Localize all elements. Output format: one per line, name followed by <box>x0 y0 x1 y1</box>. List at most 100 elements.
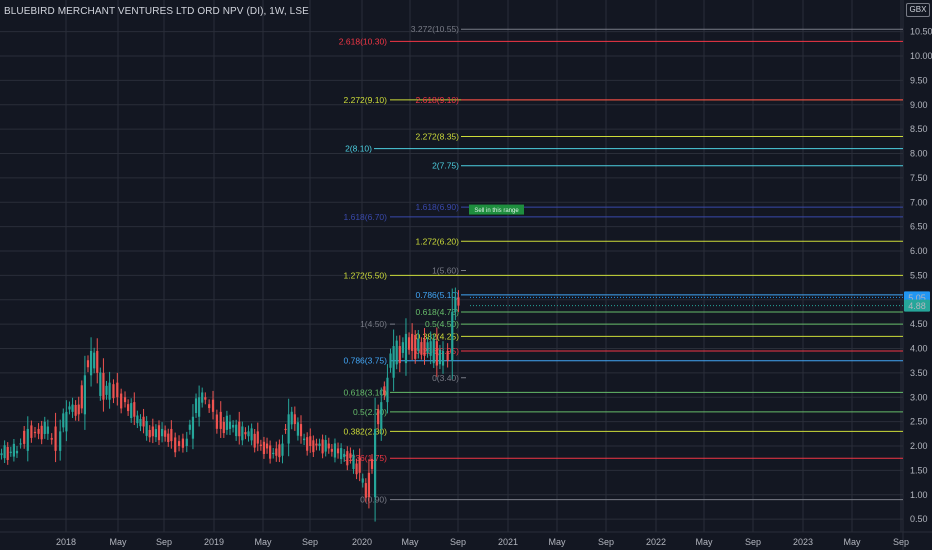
candle-body <box>302 438 306 441</box>
candle-body <box>181 438 185 448</box>
fib-level-label: 0.382(2.30) <box>344 426 388 436</box>
price-axis-label: 1.00 <box>910 490 928 500</box>
candle-body <box>407 337 411 350</box>
time-axis-label: Sep <box>302 537 318 547</box>
time-axis-label: May <box>695 537 713 547</box>
candle-body <box>160 428 164 437</box>
candle-body <box>139 419 142 427</box>
time-axis-label: 2022 <box>646 537 666 547</box>
fib-level-label: 2.618(9.10) <box>416 95 460 105</box>
fib-level-label: 1.618(6.70) <box>344 212 388 222</box>
candle-body <box>318 443 321 446</box>
price-label-text: 4.88 <box>908 301 926 311</box>
price-axis-label: 10.00 <box>910 51 932 61</box>
price-axis-label: 9.50 <box>910 75 928 85</box>
fib-level-label: 2.272(9.10) <box>344 95 388 105</box>
candle-body <box>398 346 401 364</box>
candle-body <box>215 414 218 429</box>
candle-body <box>287 414 290 444</box>
candle-body <box>306 437 309 451</box>
candle-body <box>86 360 90 368</box>
candle-body <box>204 397 207 400</box>
candle-body <box>253 433 256 448</box>
candle-body <box>401 342 404 353</box>
candle-body <box>299 424 303 437</box>
candle-body <box>148 429 151 438</box>
candle-body <box>136 415 139 424</box>
fib-level-label: 2.618(10.30) <box>339 36 387 46</box>
candle-body <box>361 478 364 483</box>
candle-body <box>164 430 167 437</box>
candle-body <box>377 409 380 425</box>
candle-body <box>358 458 361 473</box>
candle-body <box>99 372 102 396</box>
fib-level-label: 0.618(3.10) <box>344 387 388 397</box>
time-axis-label: Sep <box>745 537 761 547</box>
currency-badge[interactable]: GBX <box>906 3 930 17</box>
fib-level-label: 1.272(5.50) <box>344 270 388 280</box>
price-axis-label: 2.50 <box>910 417 928 427</box>
candle-body <box>256 431 259 444</box>
candle-body <box>96 350 99 373</box>
fib-level-label: 0.618(4.75) <box>416 307 460 317</box>
candle-body <box>219 411 222 429</box>
price-axis-label: 0.50 <box>910 514 928 524</box>
candle-body <box>201 392 204 403</box>
price-label-text: 5.05 <box>908 293 926 303</box>
candle-body <box>247 431 250 437</box>
candle-body <box>265 443 269 449</box>
fib-level-label: 2(8.10) <box>345 144 372 154</box>
candle-body <box>62 413 65 428</box>
candle-body <box>208 404 211 409</box>
candle-body <box>250 428 253 441</box>
candle-body <box>188 424 191 430</box>
candle-body <box>373 428 377 498</box>
candle-body <box>177 441 181 446</box>
candle-body <box>9 451 12 453</box>
price-axis-label: 2.00 <box>910 441 928 451</box>
candle-body <box>123 397 127 403</box>
time-axis-label: May <box>843 537 861 547</box>
fib-level-label: 2.272(8.35) <box>416 131 460 141</box>
candle-body <box>395 340 398 365</box>
price-axis-label: 7.50 <box>910 173 928 183</box>
candle-body <box>170 428 173 442</box>
candle-body <box>145 420 148 436</box>
candle-body <box>386 377 389 403</box>
candle-body <box>312 440 315 453</box>
fib-level-label: 0.5(2.70) <box>353 407 387 417</box>
candle-body <box>15 450 19 454</box>
candle-body <box>352 454 355 469</box>
candle-body <box>231 425 235 428</box>
candle-body <box>33 431 37 434</box>
candle-body <box>228 421 232 429</box>
price-axis-label: 4.50 <box>910 319 928 329</box>
candle-body <box>59 431 62 451</box>
candle-body <box>278 444 281 458</box>
candle-body <box>451 311 454 361</box>
candle-body <box>83 375 86 415</box>
candle-body <box>446 350 449 361</box>
price-axis-label: 8.00 <box>910 149 928 159</box>
price-label-box <box>904 299 930 312</box>
candle-body <box>191 416 195 439</box>
candle-body <box>102 372 105 400</box>
candle-body <box>50 437 53 440</box>
candle-body <box>194 398 198 414</box>
candle-body <box>46 426 49 434</box>
candle-body <box>293 414 296 425</box>
time-axis-label: Sep <box>156 537 172 547</box>
candle-body <box>389 353 392 368</box>
candle-body <box>426 342 429 353</box>
candle-body <box>89 350 93 376</box>
candle-body <box>93 352 96 369</box>
candle-body <box>441 350 445 366</box>
candle-body <box>330 448 333 452</box>
price-axis-label: 9.00 <box>910 100 928 110</box>
candle-body <box>364 483 367 498</box>
fib-level-label: 0.786(3.75) <box>344 356 388 366</box>
candle-body <box>225 415 229 430</box>
fib-level-label: 1(4.50) <box>360 319 387 329</box>
candle-body <box>346 451 349 466</box>
